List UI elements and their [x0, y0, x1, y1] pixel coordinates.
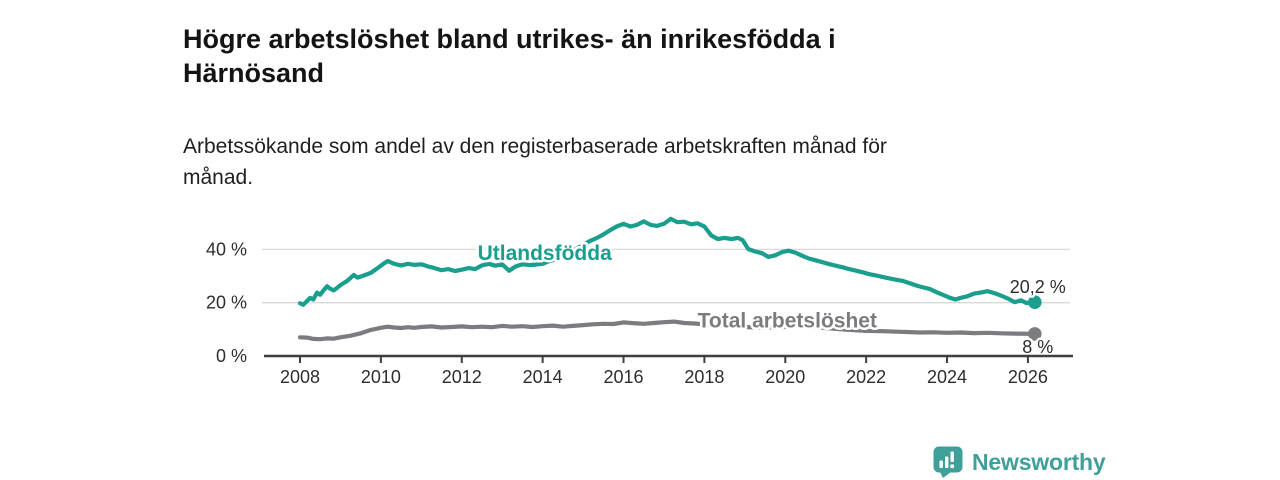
newsworthy-logo: Newsworthy — [933, 446, 1106, 478]
chart-title: Högre arbetslöshet bland utrikes- än inr… — [183, 24, 836, 89]
series-line-total-arbetsloshet — [297, 319, 1037, 342]
x-axis-tick-label: 2020 — [765, 367, 805, 387]
x-axis-tick-label: 2010 — [361, 367, 401, 387]
series-label-total-arbetsloshet: Total arbetslöshet — [698, 309, 877, 332]
speech-bubble-bar-chart-icon — [933, 446, 963, 478]
x-axis-tick-label: 2018 — [684, 367, 724, 387]
x-axis-tick-label: 2026 — [1008, 367, 1048, 387]
end-value-utlandsfodda: 20,2 % — [1010, 277, 1066, 297]
x-axis-tick-label: 2024 — [927, 367, 967, 387]
y-axis-tick-label: 40 % — [206, 239, 247, 259]
newsworthy-wordmark: Newsworthy — [972, 448, 1106, 475]
end-value-total-arbetsloshet: 8 % — [1022, 337, 1053, 357]
y-axis-tick-label: 0 % — [216, 346, 247, 366]
series-label-utlandsfodda: Utlandsfödda — [478, 242, 612, 265]
chart-subtitle: Arbetssökande som andel av den registerb… — [183, 135, 887, 189]
x-axis-tick-label: 2016 — [603, 367, 643, 387]
series-line-utlandsfodda — [297, 216, 1037, 307]
x-axis-tick-label: 2014 — [523, 367, 563, 387]
end-dot-total-arbetsloshet — [1028, 327, 1042, 341]
end-dot-utlandsfodda — [1028, 295, 1042, 310]
x-axis-tick-label: 2008 — [280, 367, 320, 387]
x-axis-tick-label: 2012 — [442, 367, 482, 387]
x-axis-tick-label: 2022 — [846, 367, 886, 387]
y-axis-tick-label: 20 % — [206, 293, 247, 313]
